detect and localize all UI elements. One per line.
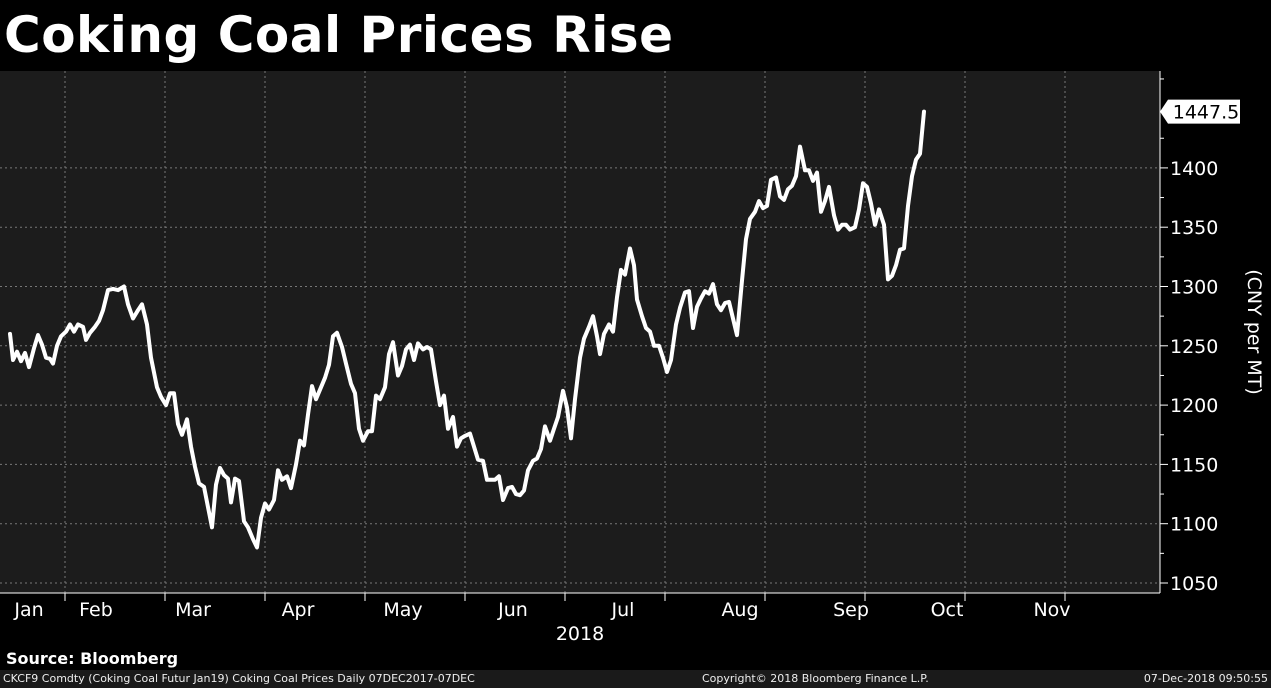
- y-tick-labels: 1050 1100 1150 1200 1250 1300 1350 1400: [1170, 158, 1218, 595]
- footer-left: CKCF9 Comdty (Coking Coal Futur Jan19) C…: [3, 672, 475, 685]
- series-line: [8, 109, 926, 550]
- y-axis-label: (CNY per MT): [1243, 269, 1265, 395]
- chart-title: Coking Coal Prices Rise: [4, 6, 674, 64]
- y-tick-label: 1250: [1170, 336, 1218, 358]
- x-tick-label: Mar: [175, 599, 211, 621]
- x-tick-label: Jun: [497, 599, 528, 621]
- axes: [0, 71, 1168, 601]
- y-tick-label: 1150: [1170, 454, 1218, 476]
- y-tick-label: 1050: [1170, 573, 1218, 595]
- x-tick-label: Sep: [833, 599, 869, 621]
- y-tick-label: 1200: [1170, 395, 1218, 417]
- y-tick-label: 1350: [1170, 217, 1218, 239]
- x-tick-label: Jul: [611, 599, 635, 621]
- grid-lines: [0, 71, 1160, 593]
- x-tick-labels: Jan Feb Mar Apr May Jun Jul Aug Sep Oct Nov: [13, 599, 1070, 621]
- x-year-label: 2018: [556, 623, 604, 645]
- x-tick-label: Feb: [79, 599, 113, 621]
- x-tick-label: Oct: [931, 599, 964, 621]
- chart-area: 1050 1100 1150 1200 1250 1300 1350 1400 Jan Feb M…: [0, 71, 1265, 650]
- x-tick-label: Nov: [1033, 599, 1070, 621]
- x-tick-label: Jan: [13, 599, 43, 621]
- y-tick-label: 1300: [1170, 277, 1218, 299]
- source-note: Source: Bloomberg: [6, 649, 179, 668]
- footer-bar: CKCF9 Comdty (Coking Coal Futur Jan19) C…: [0, 670, 1271, 688]
- x-tick-label: May: [383, 599, 422, 621]
- y-tick-label: 1400: [1170, 158, 1218, 180]
- x-tick-label: Apr: [282, 599, 315, 621]
- x-axis-band: [0, 593, 1160, 650]
- last-value-label: 1447.5: [1160, 99, 1240, 124]
- footer-timestamp: 07-Dec-2018 09:50:55: [1143, 672, 1268, 685]
- plot-background: [0, 71, 1160, 593]
- x-tick-label: Aug: [721, 599, 758, 621]
- last-value-tag: [1160, 99, 1240, 124]
- y-tick-label: 1100: [1170, 514, 1218, 536]
- footer-copyright: Copyright© 2018 Bloomberg Finance L.P.: [702, 672, 929, 685]
- last-value-text: 1447.5: [1173, 102, 1239, 124]
